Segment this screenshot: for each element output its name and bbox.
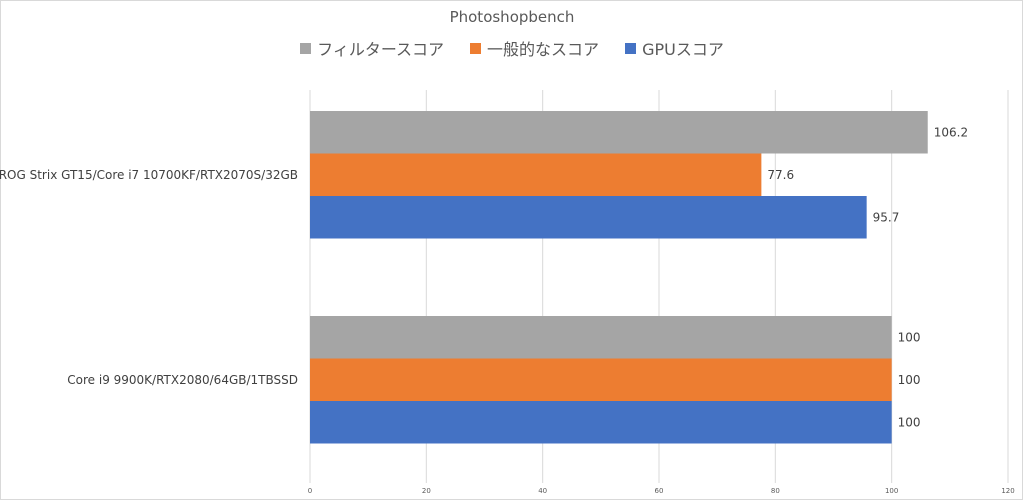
x-tick-label: 20 [422,487,431,495]
x-tick-label: 0 [308,487,312,495]
x-tick-label: 80 [771,487,780,495]
data-label: 100 [898,415,921,429]
legend-label-gpu: GPUスコア [642,40,724,59]
legend-item-general: 一般的なスコア [470,36,599,60]
bar [310,111,928,154]
data-label: 77.6 [767,168,794,182]
x-tick-label: 120 [1001,487,1014,495]
x-tick-label: 100 [885,487,898,495]
legend-item-gpu: GPUスコア [625,36,724,60]
bar [310,196,867,239]
data-label: 95.7 [873,210,900,224]
x-tick-label: 40 [538,487,547,495]
bar [310,401,892,444]
bar [310,316,892,359]
legend-label-filter: フィルタースコア [317,40,445,59]
bar [310,358,892,401]
data-label: 100 [898,373,921,387]
legend-swatch-filter [300,42,312,54]
data-label: 106.2 [934,125,968,139]
category-label: ROG Strix GT15/Core i7 10700KF/RTX2070S/… [0,168,298,182]
legend-item-filter: フィルタースコア [300,36,444,60]
x-tick-label: 60 [655,487,664,495]
category-label: Core i9 9900K/RTX2080/64GB/1TBSSD [67,373,298,387]
legend-label-general: 一般的なスコア [487,40,600,59]
legend-swatch-general [470,42,482,54]
bar [310,153,762,196]
chart-title: Photoshopbench [449,8,575,26]
legend-swatch-gpu [625,42,637,54]
legend: フィルタースコア 一般的なスコア GPUスコア [0,36,1024,60]
data-label: 100 [898,330,921,344]
